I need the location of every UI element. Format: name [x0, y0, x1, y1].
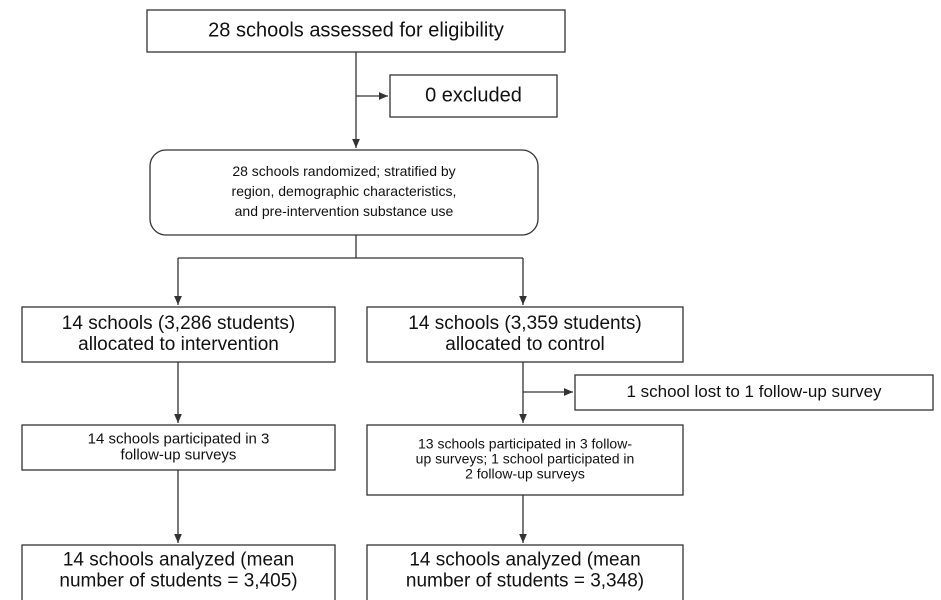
node-text: up surveys; 1 school participated in: [416, 451, 635, 467]
node-text: 14 schools participated in 3: [88, 430, 270, 447]
node-box: [389, 74, 558, 118]
node-text: 2 follow-up surveys: [465, 466, 585, 482]
node-box: [21, 306, 336, 363]
node-box: [21, 424, 336, 471]
node-box: [366, 544, 684, 600]
node-box: [149, 149, 539, 236]
node-text: 14 schools (3,286 students): [62, 313, 295, 334]
connectors: [174, 52, 573, 543]
node-text: 14 schools analyzed (mean: [63, 550, 294, 571]
flow-node: 14 schools (3,286 students)allocated to …: [21, 306, 336, 363]
node-box: [366, 306, 684, 363]
node-box: [366, 424, 684, 496]
node-text: allocated to intervention: [78, 334, 279, 355]
flow-node: 14 schools (3,359 students)allocated to …: [366, 306, 684, 363]
node-box: [21, 544, 336, 600]
node-text: and pre-intervention substance use: [235, 203, 454, 219]
flow-node: 1 school lost to 1 follow-up survey: [574, 374, 934, 411]
node-text: 0 excluded: [425, 84, 522, 106]
flow-node: 28 schools assessed for eligibility: [146, 9, 566, 53]
node-text: follow-up surveys: [121, 446, 237, 463]
node-text: 14 schools (3,359 students): [408, 313, 641, 334]
node-box: [146, 9, 566, 53]
flow-node: 13 schools participated in 3 follow-up s…: [366, 424, 684, 496]
node-text: allocated to control: [445, 334, 605, 355]
node-text: region, demographic characteristics,: [232, 183, 457, 199]
node-text: number of students = 3,348): [406, 571, 644, 592]
node-text: number of students = 3,405): [59, 571, 297, 592]
node-text: 1 school lost to 1 follow-up survey: [626, 382, 882, 401]
nodes: 28 schools assessed for eligibility 0 exc…: [21, 9, 934, 600]
flow-node: 0 excluded: [389, 74, 558, 118]
node-text: 28 schools assessed for eligibility: [208, 19, 504, 41]
node-text: 13 schools participated in 3 follow-: [418, 436, 632, 452]
node-text: 14 schools analyzed (mean: [409, 550, 640, 571]
flow-node: 28 schools randomized; stratified by regi…: [149, 149, 539, 236]
node-text: 28 schools randomized; stratified by: [232, 163, 455, 179]
node-box: [574, 374, 934, 411]
connector: [178, 235, 523, 259]
